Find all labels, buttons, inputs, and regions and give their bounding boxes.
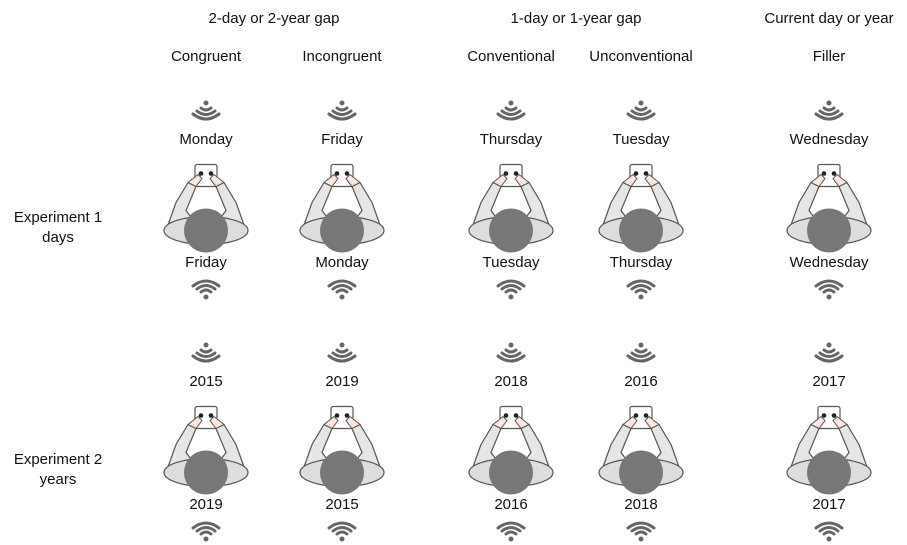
speaker-top <box>329 343 355 362</box>
participant <box>164 165 248 253</box>
participant <box>599 165 683 253</box>
experiment-label: days <box>42 229 74 246</box>
experiment-label: Experiment 1 <box>14 209 102 226</box>
top-word: Wednesday <box>790 131 869 148</box>
top-word: Tuesday <box>613 131 670 148</box>
top-word: 2015 <box>189 373 222 390</box>
speaker-top <box>193 101 219 120</box>
speaker-bottom <box>628 281 654 300</box>
top-word: Monday <box>179 131 233 148</box>
column-label: Conventional <box>467 48 555 65</box>
speaker-bottom <box>329 523 355 542</box>
participant <box>300 165 384 253</box>
experiment-label: Experiment 2 <box>14 451 102 468</box>
group-header: 1-day or 1-year gap <box>511 10 642 27</box>
speaker-bottom <box>628 523 654 542</box>
top-word: 2018 <box>494 373 527 390</box>
top-word: 2017 <box>812 373 845 390</box>
top-word: 2019 <box>325 373 358 390</box>
column-label: Unconventional <box>589 48 692 65</box>
diagram: 2-day or 2-year gap 1-day or 1-year gap Cu… <box>0 0 907 545</box>
bottom-word: 2017 <box>812 496 845 513</box>
speaker-bottom <box>498 523 524 542</box>
bottom-word: Wednesday <box>790 254 869 271</box>
top-word: Friday <box>321 131 363 148</box>
speaker-bottom <box>329 281 355 300</box>
participant <box>469 165 553 253</box>
speaker-top <box>498 101 524 120</box>
speaker-top <box>628 101 654 120</box>
group-header: 2-day or 2-year gap <box>209 10 340 27</box>
speaker-bottom <box>193 281 219 300</box>
speaker-top <box>329 101 355 120</box>
bottom-word: 2016 <box>494 496 527 513</box>
group-header: Current day or year <box>764 10 893 27</box>
speaker-top <box>193 343 219 362</box>
participant <box>787 407 871 495</box>
bottom-word: 2018 <box>624 496 657 513</box>
bottom-word: 2019 <box>189 496 222 513</box>
bottom-word: Monday <box>315 254 369 271</box>
column-label: Filler <box>813 48 846 65</box>
speaker-bottom <box>498 281 524 300</box>
speaker-top <box>628 343 654 362</box>
experiment-label: years <box>40 471 77 488</box>
column-label: Congruent <box>171 48 242 65</box>
participant <box>787 165 871 253</box>
speaker-top <box>498 343 524 362</box>
speaker-top <box>816 343 842 362</box>
bottom-word: Thursday <box>610 254 673 271</box>
participant <box>469 407 553 495</box>
bottom-word: Friday <box>185 254 227 271</box>
top-word: 2016 <box>624 373 657 390</box>
participant <box>300 407 384 495</box>
top-word: Thursday <box>480 131 543 148</box>
speaker-top <box>816 101 842 120</box>
speaker-bottom <box>816 523 842 542</box>
participant <box>599 407 683 495</box>
bottom-word: 2015 <box>325 496 358 513</box>
speaker-bottom <box>816 281 842 300</box>
bottom-word: Tuesday <box>483 254 540 271</box>
speaker-bottom <box>193 523 219 542</box>
participant <box>164 407 248 495</box>
column-label: Incongruent <box>302 48 382 65</box>
